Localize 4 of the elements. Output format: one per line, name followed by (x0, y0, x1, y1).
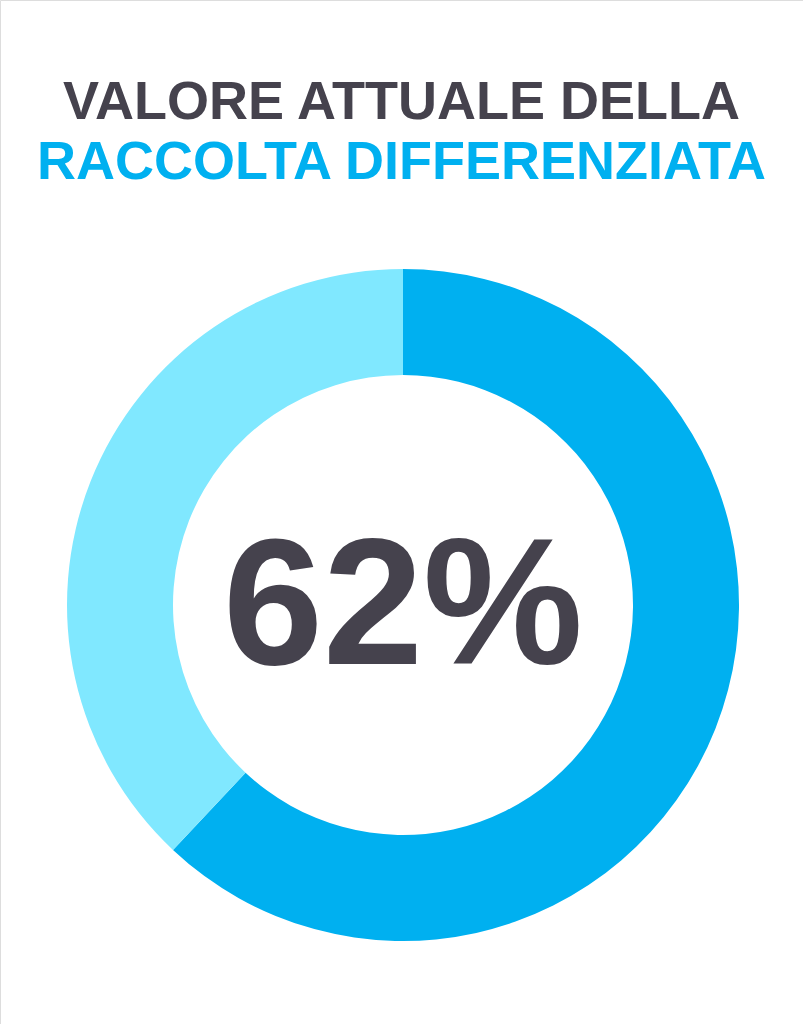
chart-subtitle: RACCOLTA DIFFERENZIATA (37, 130, 766, 190)
chart-title: VALORE ATTUALE DELLA (63, 70, 740, 130)
data-label: 62% (222, 501, 584, 702)
donut-slice (172, 269, 739, 941)
